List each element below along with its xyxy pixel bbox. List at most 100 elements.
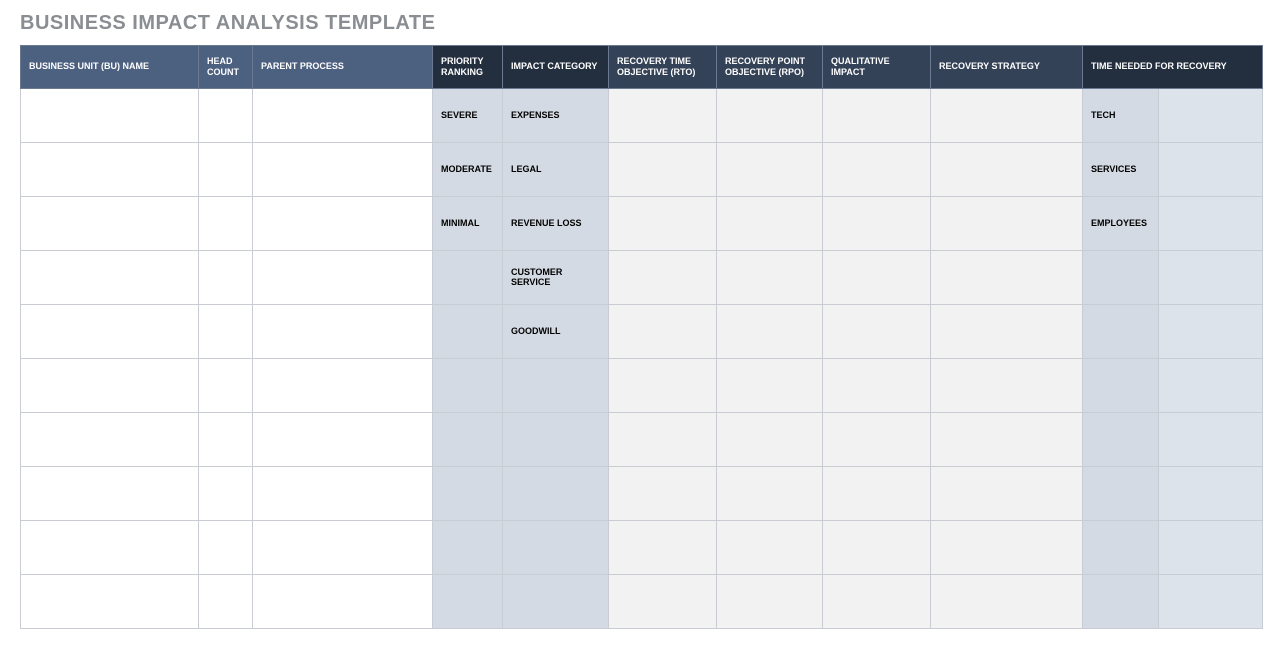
cell-head xyxy=(199,466,253,520)
cell-head xyxy=(199,412,253,466)
cell-rto xyxy=(609,466,717,520)
cell-parent xyxy=(253,88,433,142)
cell-rpo xyxy=(717,358,823,412)
cell-time1 xyxy=(1083,412,1159,466)
cell-rto xyxy=(609,88,717,142)
cell-impact: EXPENSES xyxy=(503,88,609,142)
cell-rto xyxy=(609,574,717,628)
cell-head xyxy=(199,520,253,574)
cell-strat xyxy=(931,304,1083,358)
cell-rto xyxy=(609,412,717,466)
cell-impact xyxy=(503,466,609,520)
cell-parent xyxy=(253,304,433,358)
bia-table: BUSINESS UNIT (BU) NAMEHEAD COUNTPARENT … xyxy=(20,45,1263,629)
cell-parent xyxy=(253,196,433,250)
cell-parent xyxy=(253,520,433,574)
col-header: BUSINESS UNIT (BU) NAME xyxy=(21,46,199,89)
cell-priority: MODERATE xyxy=(433,142,503,196)
cell-time2 xyxy=(1159,142,1263,196)
cell-impact: REVENUE LOSS xyxy=(503,196,609,250)
cell-bu xyxy=(21,196,199,250)
cell-impact xyxy=(503,358,609,412)
cell-rpo xyxy=(717,142,823,196)
col-header: HEAD COUNT xyxy=(199,46,253,89)
table-row: MODERATELEGAL SERVICES xyxy=(21,142,1263,196)
cell-qual xyxy=(823,574,931,628)
cell-impact xyxy=(503,520,609,574)
cell-rpo xyxy=(717,88,823,142)
cell-rpo xyxy=(717,304,823,358)
table-row: CUSTOMER SERVICE xyxy=(21,250,1263,304)
cell-bu xyxy=(21,304,199,358)
cell-bu xyxy=(21,142,199,196)
cell-strat xyxy=(931,142,1083,196)
cell-time2 xyxy=(1159,88,1263,142)
cell-parent xyxy=(253,412,433,466)
cell-strat xyxy=(931,520,1083,574)
cell-impact: GOODWILL xyxy=(503,304,609,358)
table-row xyxy=(21,574,1263,628)
header-row: BUSINESS UNIT (BU) NAMEHEAD COUNTPARENT … xyxy=(21,46,1263,89)
table-row xyxy=(21,412,1263,466)
cell-rto xyxy=(609,358,717,412)
cell-rto xyxy=(609,196,717,250)
cell-strat xyxy=(931,466,1083,520)
cell-parent xyxy=(253,250,433,304)
cell-head xyxy=(199,304,253,358)
cell-time1 xyxy=(1083,358,1159,412)
cell-time1 xyxy=(1083,304,1159,358)
cell-head xyxy=(199,142,253,196)
col-header: RECOVERY POINT OBJECTIVE (RPO) xyxy=(717,46,823,89)
col-header: RECOVERY STRATEGY xyxy=(931,46,1083,89)
cell-rto xyxy=(609,304,717,358)
col-header: RECOVERY TIME OBJECTIVE (RTO) xyxy=(609,46,717,89)
cell-priority: SEVERE xyxy=(433,88,503,142)
col-header: PRIORITY RANKING xyxy=(433,46,503,89)
table-row xyxy=(21,358,1263,412)
cell-rto xyxy=(609,142,717,196)
cell-strat xyxy=(931,358,1083,412)
cell-priority xyxy=(433,250,503,304)
cell-priority: MINIMAL xyxy=(433,196,503,250)
cell-priority xyxy=(433,520,503,574)
cell-priority xyxy=(433,304,503,358)
cell-head xyxy=(199,358,253,412)
cell-time1: SERVICES xyxy=(1083,142,1159,196)
cell-rpo xyxy=(717,412,823,466)
cell-time2 xyxy=(1159,250,1263,304)
cell-rpo xyxy=(717,196,823,250)
cell-qual xyxy=(823,304,931,358)
table-row xyxy=(21,466,1263,520)
cell-rpo xyxy=(717,250,823,304)
col-header: IMPACT CATEGORY xyxy=(503,46,609,89)
table-row: MINIMALREVENUE LOSSEMPLOYEES xyxy=(21,196,1263,250)
cell-bu xyxy=(21,574,199,628)
cell-qual xyxy=(823,412,931,466)
cell-impact: LEGAL xyxy=(503,142,609,196)
cell-time2 xyxy=(1159,196,1263,250)
table-row: GOODWILL xyxy=(21,304,1263,358)
cell-rpo xyxy=(717,520,823,574)
cell-priority xyxy=(433,412,503,466)
cell-head xyxy=(199,88,253,142)
cell-strat xyxy=(931,250,1083,304)
cell-parent xyxy=(253,574,433,628)
cell-qual xyxy=(823,142,931,196)
cell-bu xyxy=(21,520,199,574)
cell-time2 xyxy=(1159,304,1263,358)
table-row xyxy=(21,520,1263,574)
cell-time1 xyxy=(1083,466,1159,520)
cell-parent xyxy=(253,142,433,196)
cell-time1 xyxy=(1083,520,1159,574)
cell-priority xyxy=(433,574,503,628)
cell-strat xyxy=(931,574,1083,628)
cell-time2 xyxy=(1159,358,1263,412)
cell-head xyxy=(199,250,253,304)
cell-time1 xyxy=(1083,250,1159,304)
cell-head xyxy=(199,196,253,250)
cell-bu xyxy=(21,466,199,520)
cell-strat xyxy=(931,196,1083,250)
cell-time2 xyxy=(1159,466,1263,520)
cell-qual xyxy=(823,520,931,574)
cell-bu xyxy=(21,412,199,466)
